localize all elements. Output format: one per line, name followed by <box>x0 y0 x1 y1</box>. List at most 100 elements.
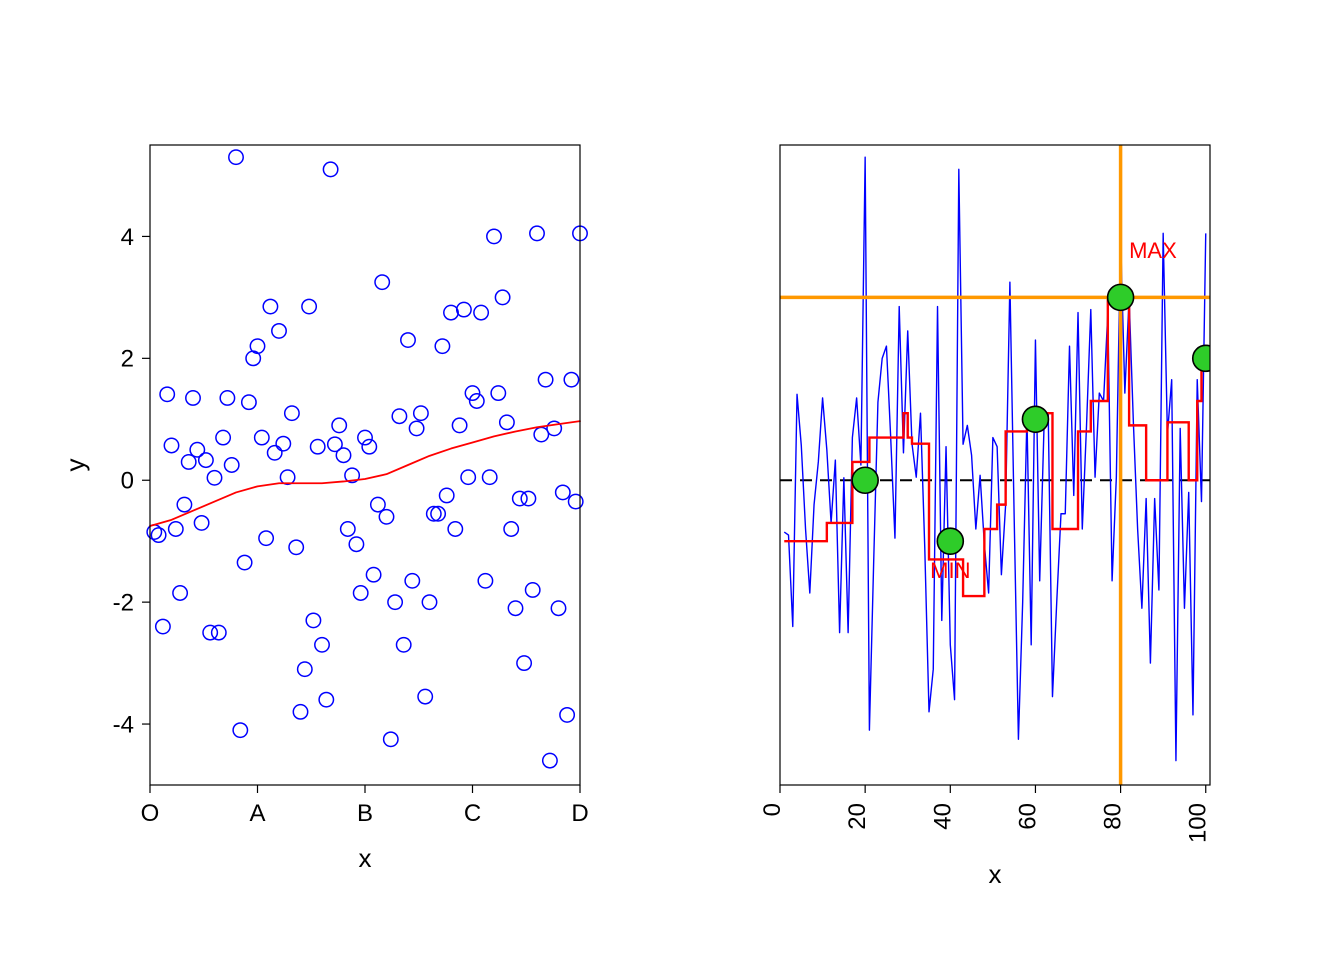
scatter-point <box>422 595 436 609</box>
scatter-point <box>388 595 402 609</box>
chart-canvas: OABCD-4-2024xyMAXMIN020406080100x <box>0 0 1344 960</box>
scatter-point <box>409 421 423 435</box>
x-tick-label: A <box>249 800 265 827</box>
scatter-point <box>272 324 286 338</box>
y-tick-label: 2 <box>121 346 134 373</box>
scatter-point <box>207 471 221 485</box>
scatter-point <box>194 516 208 530</box>
x-tick-label: 0 <box>759 803 786 816</box>
annotation-label: MAX <box>1129 238 1177 263</box>
scatter-point <box>199 453 213 467</box>
highlight-point <box>937 528 963 554</box>
scatter-point <box>444 305 458 319</box>
scatter-point <box>280 470 294 484</box>
scatter-point <box>225 458 239 472</box>
scatter-point <box>315 638 329 652</box>
scatter-point <box>556 485 570 499</box>
scatter-point <box>160 387 174 401</box>
scatter-point <box>186 391 200 405</box>
scatter-point <box>293 705 307 719</box>
scatter-point <box>289 540 303 554</box>
scatter-point <box>440 488 454 502</box>
scatter-point <box>319 692 333 706</box>
red-step-line <box>784 297 1205 596</box>
scatter-point <box>182 455 196 469</box>
y-tick-label: 4 <box>121 224 134 251</box>
scatter-point <box>375 275 389 289</box>
scatter-point <box>237 555 251 569</box>
scatter-point <box>298 662 312 676</box>
scatter-point <box>306 613 320 627</box>
scatter-point <box>358 430 372 444</box>
scatter-point <box>513 491 527 505</box>
scatter-point <box>212 625 226 639</box>
scatter-point <box>216 430 230 444</box>
scatter-point <box>504 522 518 536</box>
scatter-point <box>526 583 540 597</box>
scatter-point <box>461 470 475 484</box>
scatter-point <box>229 150 243 164</box>
scatter-point <box>156 619 170 633</box>
x-tick-label: 100 <box>1185 803 1212 843</box>
scatter-point <box>384 732 398 746</box>
scatter-point <box>151 528 165 542</box>
scatter-point <box>517 656 531 670</box>
scatter-point <box>250 339 264 353</box>
scatter-point <box>203 625 217 639</box>
highlight-point <box>852 467 878 493</box>
plot-border <box>150 145 580 785</box>
scatter-point <box>551 601 565 615</box>
scatter-point <box>177 497 191 511</box>
scatter-point <box>397 638 411 652</box>
scatter-point <box>302 299 316 313</box>
chart-svg: OABCD-4-2024xyMAXMIN020406080100x <box>0 0 1344 960</box>
scatter-point <box>255 430 269 444</box>
y-axis-label: y <box>60 459 90 472</box>
scatter-point <box>332 418 346 432</box>
scatter-point <box>311 440 325 454</box>
x-tick-label: D <box>571 800 588 827</box>
highlight-point <box>1022 406 1048 432</box>
scatter-point <box>414 406 428 420</box>
scatter-point <box>233 723 247 737</box>
scatter-point <box>435 339 449 353</box>
scatter-point <box>362 440 376 454</box>
scatter-point <box>323 162 337 176</box>
x-axis-label: x <box>989 859 1002 889</box>
y-tick-label: -2 <box>113 590 134 617</box>
smooth-line <box>150 421 580 526</box>
scatter-point <box>508 601 522 615</box>
scatter-point <box>448 522 462 536</box>
scatter-point <box>521 491 535 505</box>
scatter-point <box>285 406 299 420</box>
scatter-point <box>418 689 432 703</box>
scatter-point <box>452 418 466 432</box>
scatter-point <box>242 395 256 409</box>
scatter-point <box>500 415 514 429</box>
scatter-point <box>487 229 501 243</box>
scatter-point <box>169 522 183 536</box>
scatter-point <box>268 446 282 460</box>
scatter-point <box>379 510 393 524</box>
x-tick-label: 60 <box>1014 803 1041 830</box>
scatter-point <box>341 522 355 536</box>
scatter-point <box>263 299 277 313</box>
scatter-point <box>569 494 583 508</box>
scatter-point <box>401 333 415 347</box>
scatter-point <box>465 386 479 400</box>
x-tick-label: 40 <box>929 803 956 830</box>
scatter-point <box>336 448 350 462</box>
x-tick-label: C <box>464 800 481 827</box>
y-tick-label: 0 <box>121 468 134 495</box>
scatter-point <box>366 568 380 582</box>
scatter-point <box>349 537 363 551</box>
x-tick-label: O <box>141 800 160 827</box>
scatter-point <box>457 302 471 316</box>
scatter-point <box>147 525 161 539</box>
x-axis-label: x <box>359 843 372 873</box>
scatter-point <box>491 386 505 400</box>
highlight-point <box>1108 284 1134 310</box>
scatter-point <box>538 372 552 386</box>
scatter-point <box>371 497 385 511</box>
x-tick-label: 20 <box>844 803 871 830</box>
